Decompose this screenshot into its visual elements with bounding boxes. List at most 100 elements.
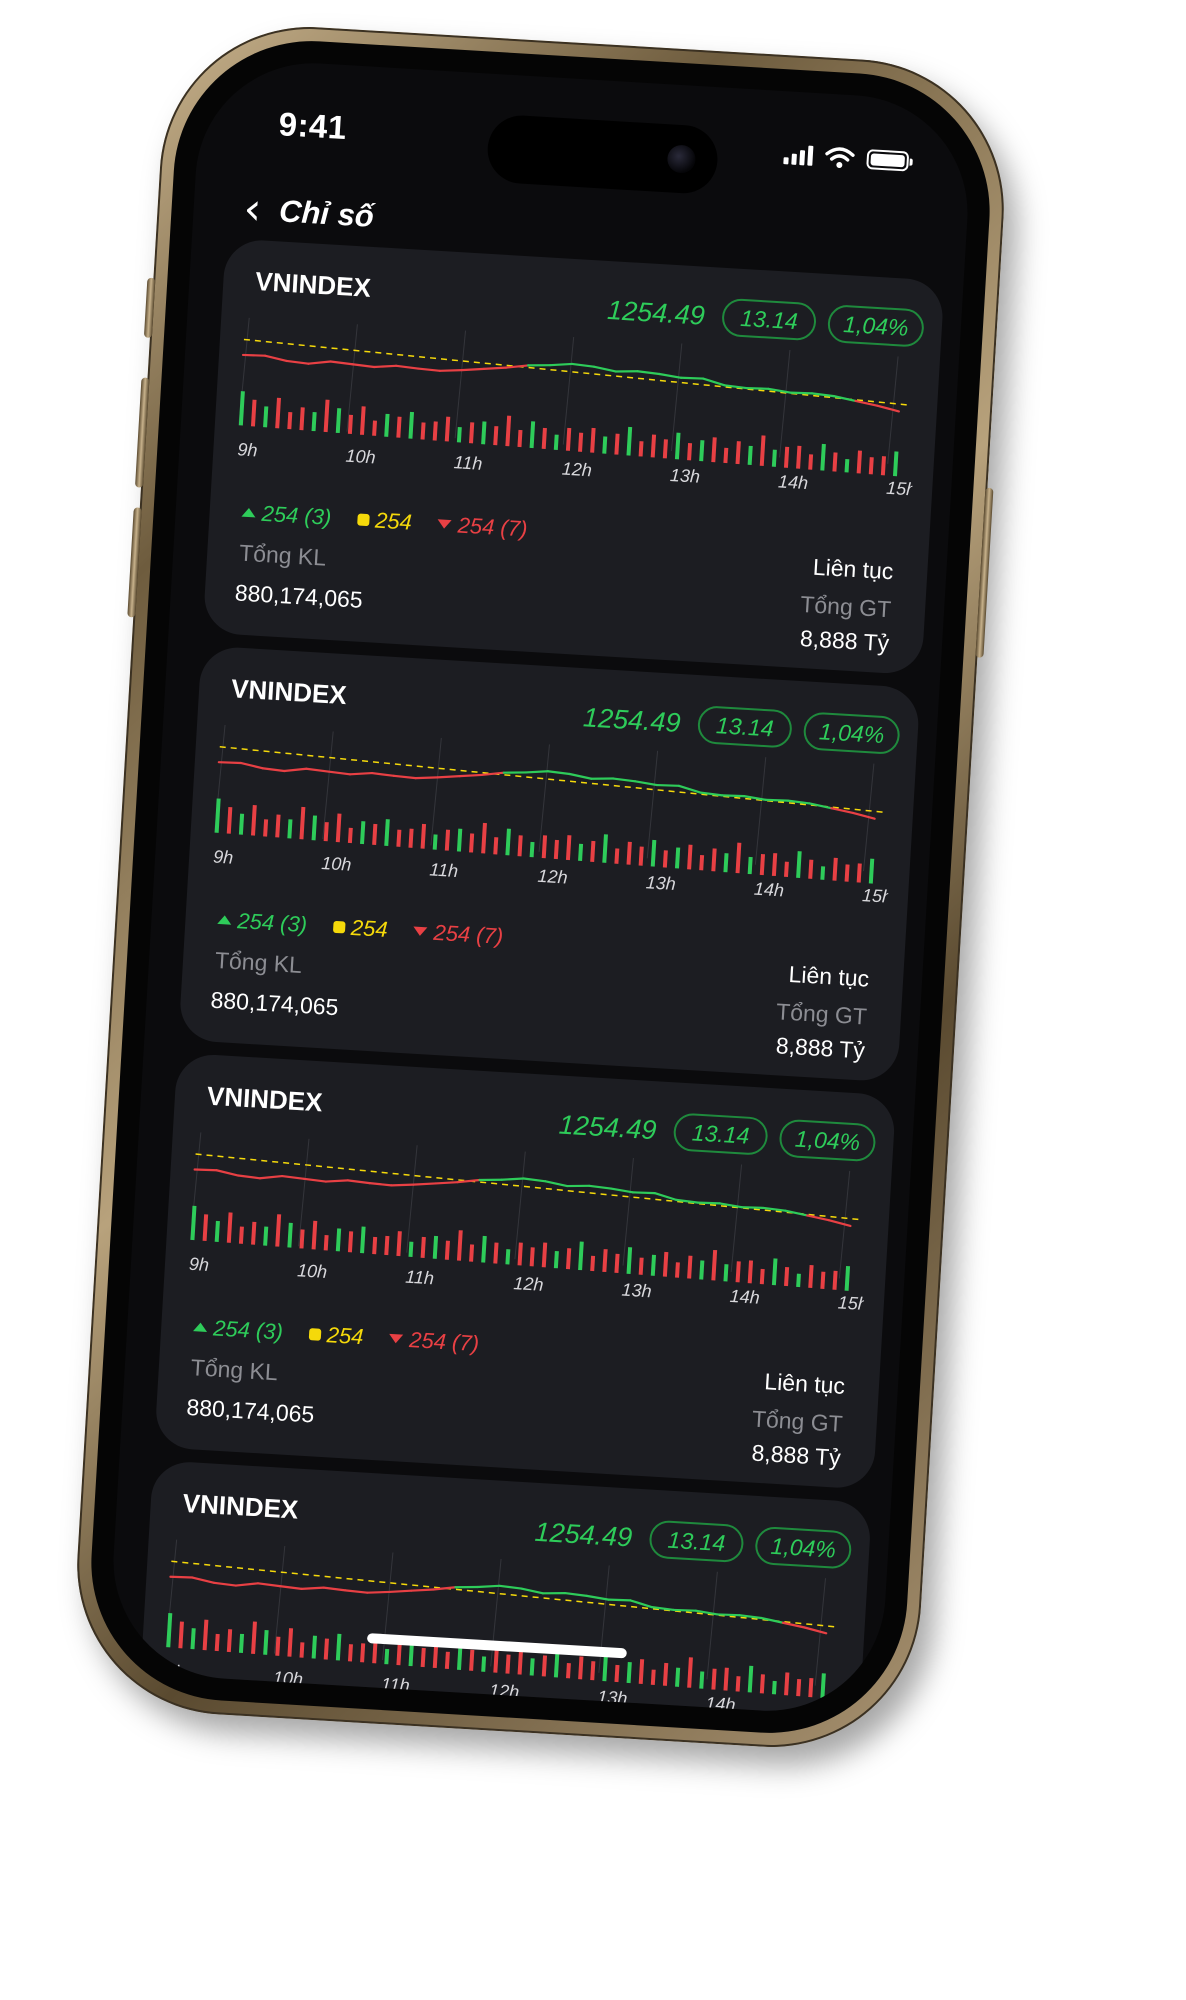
- change-percent-badge: 1,04%: [778, 1118, 877, 1163]
- volume-bar: [602, 1249, 608, 1273]
- volume-bar: [311, 411, 317, 432]
- price-line-segment: [760, 1616, 785, 1624]
- volume-bar: [263, 406, 269, 428]
- bezel: 9:41 ‹ Chỉ số VNINDEX 1254.4: [83, 33, 998, 1741]
- volume-bar: [287, 1222, 293, 1248]
- price-line-segment: [212, 1581, 237, 1587]
- price-line-segment: [743, 795, 767, 801]
- index-card[interactable]: VNINDEX 1254.49 13.14 1,04% 9h 10h 11h 12h 13h 14…: [129, 1460, 873, 1718]
- price-line-segment: [239, 761, 264, 770]
- volume-label: Tổng KL: [214, 946, 303, 978]
- volume-bar: [226, 1212, 233, 1243]
- volume-bar: [759, 1674, 765, 1694]
- change-badge: 13.14: [648, 1519, 745, 1564]
- volume-bar: [820, 1271, 826, 1289]
- price-line-segment: [781, 1621, 806, 1629]
- volume-bar: [505, 415, 512, 447]
- x-tick-label: 15h: [861, 885, 892, 907]
- unchanged-stat: 254: [356, 507, 413, 536]
- volume-bar: [456, 1230, 463, 1261]
- index-card[interactable]: VNINDEX 1254.49 13.14 1,04% 9h 10h 11h 12h 13h 14…: [178, 645, 921, 1083]
- price-line-segment: [653, 1192, 678, 1201]
- grid-line: [706, 1571, 718, 1680]
- decliners-stat: 254 (7): [437, 511, 528, 542]
- index-name: VNINDEX: [254, 266, 372, 303]
- trading-mode: Liên tục: [787, 960, 870, 992]
- volume-bar: [432, 421, 438, 441]
- price-line-segment: [585, 1594, 610, 1601]
- price-line-segment: [300, 1586, 325, 1590]
- price-line-segment: [832, 395, 857, 402]
- price-line-segment: [480, 771, 505, 777]
- volume-bar: [347, 414, 353, 434]
- volume-bar: [675, 1262, 680, 1278]
- volume-bar: [771, 1258, 778, 1286]
- unchanged-count: 254: [350, 914, 389, 942]
- price-line-segment: [217, 761, 242, 765]
- volume-bar: [650, 839, 657, 867]
- price-line-segment: [324, 1179, 349, 1183]
- price-line-segment: [478, 1178, 503, 1182]
- price-line-segment: [786, 799, 811, 805]
- price-line-segment: [414, 776, 439, 780]
- index-card[interactable]: VNINDEX 1254.49 13.14 1,04% 9h 10h 11h 12h 13h 14…: [202, 238, 945, 676]
- reference-line: [243, 338, 908, 406]
- volume-bar: [868, 858, 875, 884]
- volume-bar: [481, 1656, 487, 1672]
- volume-bar: [505, 828, 511, 856]
- triangle-down-icon: [413, 926, 428, 937]
- volume-bar: [723, 1667, 729, 1691]
- screen: 9:41 ‹ Chỉ số VNINDEX 1254.4: [106, 56, 975, 1718]
- volume-bar: [796, 851, 802, 878]
- price-line-segment: [764, 798, 789, 802]
- volume-bar: [796, 445, 802, 469]
- price-line-segment: [592, 365, 617, 373]
- price-line-segment: [348, 771, 374, 776]
- price-line-segment: [745, 386, 770, 390]
- index-card[interactable]: VNINDEX 1254.49 13.14 1,04% 9h 10h 11h 12h 13h 14…: [154, 1052, 897, 1490]
- volume-bar: [626, 841, 632, 865]
- volume-bar: [360, 1643, 366, 1663]
- volume-bar: [408, 1643, 414, 1667]
- decliners-stat: 254 (7): [413, 919, 504, 950]
- price-line-segment: [454, 1585, 479, 1589]
- price-line-segment: [366, 1590, 391, 1594]
- price-line-segment: [476, 1584, 501, 1589]
- price-line-segment: [416, 367, 441, 372]
- volume-bar: [759, 1268, 765, 1285]
- price-line-segment: [215, 1169, 240, 1177]
- volume-bar: [602, 834, 608, 863]
- value-label: Tổng GT: [775, 998, 868, 1030]
- price-line-segment: [851, 811, 876, 820]
- volume-bar: [735, 441, 741, 465]
- price-line-segment: [237, 1174, 262, 1180]
- price-line-segment: [193, 1168, 218, 1172]
- price-line-segment: [526, 364, 552, 367]
- grid-line: [754, 757, 767, 865]
- volume-bar: [408, 1241, 414, 1258]
- price-line-segment: [696, 1201, 722, 1205]
- volume-bar: [263, 819, 269, 837]
- price-line-segment: [261, 767, 286, 773]
- volume-bar: [396, 1231, 402, 1257]
- price-line-segment: [520, 1587, 545, 1595]
- volume-bar: [420, 1236, 426, 1258]
- volume-bar: [505, 1654, 511, 1674]
- volume-bar: [771, 449, 777, 467]
- x-tick-label: 11h: [453, 452, 483, 474]
- price-line-segment: [482, 366, 508, 370]
- volume-bar: [723, 853, 729, 873]
- volume-bar: [590, 427, 596, 453]
- grid-line: [670, 343, 683, 452]
- breadth-stats: 254 (3) 254 254 (7): [241, 500, 528, 543]
- price-line-segment: [392, 774, 417, 780]
- volume-bar: [674, 847, 681, 869]
- chevron-left-icon[interactable]: ‹: [242, 183, 263, 236]
- grid-line: [454, 330, 467, 439]
- price-line-segment: [566, 1184, 591, 1188]
- volume-bar: [214, 798, 221, 833]
- grid-line: [514, 1151, 526, 1260]
- price-line-segment: [658, 372, 683, 379]
- volume-bar: [614, 1253, 620, 1274]
